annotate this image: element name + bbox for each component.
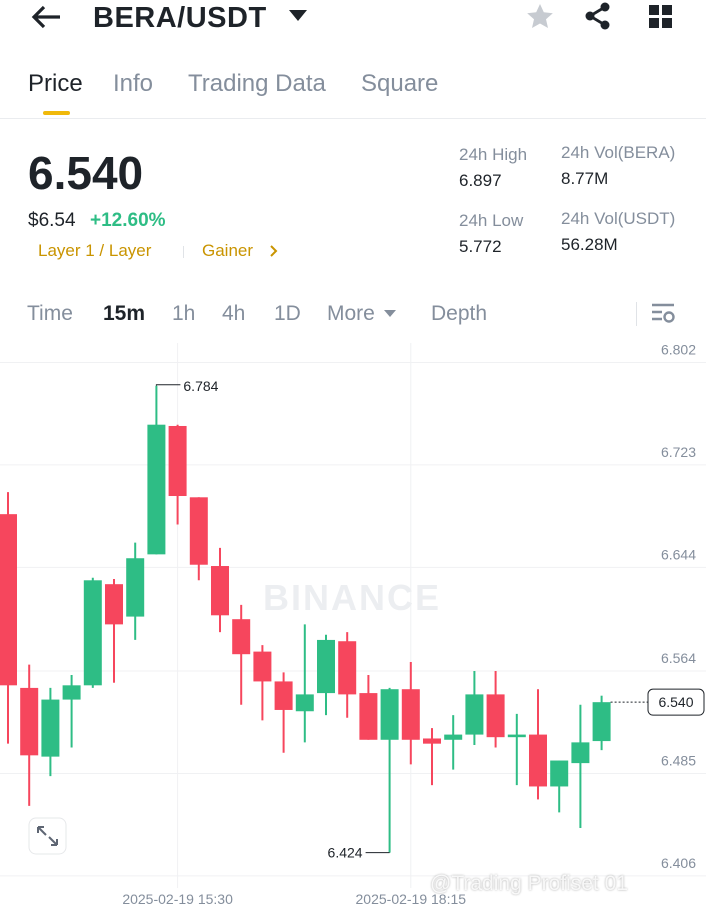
stat-label: 24h Low — [459, 211, 524, 230]
candle-body — [189, 497, 208, 565]
stat-label: 24h Vol(BERA) — [561, 143, 676, 162]
last-price-box — [647, 688, 705, 716]
interval-tab[interactable]: 1D — [274, 302, 301, 325]
stat-value: 6.897 — [459, 171, 502, 190]
candle-body — [168, 425, 187, 497]
candle-body — [126, 558, 145, 617]
pair-title[interactable]: BERA/USDT — [93, 2, 267, 34]
grid-menu-button[interactable] — [649, 5, 673, 29]
fullscreen-button-box — [28, 817, 67, 855]
candle-body — [507, 734, 526, 738]
interval-tab[interactable]: More — [327, 302, 375, 325]
candlestick-chart: 6.802 6.723 6.644 6.564 6.485 6.406 2025-02-19… — [0, 343, 706, 907]
candle-body — [274, 681, 293, 710]
y-tick-label: 6.802 — [661, 343, 696, 357]
candle-body — [550, 760, 569, 787]
divider — [636, 302, 637, 326]
candle-body — [62, 685, 81, 700]
pair-dropdown[interactable] — [289, 10, 307, 22]
candle-body — [359, 693, 378, 740]
tag-separator — [183, 246, 184, 258]
high-label: 6.784 — [183, 378, 218, 394]
fullscreen-button[interactable] — [28, 817, 67, 855]
x-tick-label: 2025-02-19 18:15 — [356, 891, 467, 907]
candle-body — [571, 742, 590, 764]
tab[interactable]: Info — [113, 70, 154, 97]
more-dropdown[interactable] — [384, 310, 396, 318]
candle-body — [317, 639, 335, 694]
candle-body — [147, 424, 166, 555]
candle-body — [41, 699, 60, 757]
chart-settings-button[interactable] — [651, 303, 675, 325]
stat-value: 56.28M — [561, 235, 618, 254]
candle-body — [529, 734, 547, 787]
last-price: 6.540 — [28, 147, 144, 199]
tag[interactable]: Layer 1 / Layer — [38, 241, 152, 260]
candle-body — [380, 689, 399, 740]
favorite-button[interactable] — [526, 3, 554, 30]
candle-body — [83, 580, 102, 686]
candle-body — [105, 584, 123, 625]
candle-body — [0, 514, 17, 686]
tab-indicator — [43, 111, 70, 115]
candle-body — [338, 641, 357, 695]
y-tick-label: 6.406 — [661, 855, 696, 871]
share-button[interactable] — [584, 2, 612, 30]
interval-tab[interactable]: 4h — [222, 302, 246, 325]
y-tick-label: 6.644 — [661, 546, 696, 562]
candle-body — [592, 702, 611, 742]
candle-body — [20, 687, 39, 756]
fullscreen-icon — [37, 826, 58, 846]
interval-tab[interactable]: Time — [27, 302, 73, 325]
tag[interactable]: Gainer — [202, 241, 254, 260]
stat-value: 5.772 — [459, 237, 502, 256]
candle-body — [211, 566, 229, 616]
usd-price: $6.54 — [28, 210, 76, 231]
y-tick-label: 6.723 — [661, 444, 696, 460]
high-marker — [155, 384, 181, 386]
candle-body — [295, 694, 314, 712]
watermark: @Trading Profiset 01 — [430, 872, 628, 895]
x-tick-label: 2025-02-19 15:30 — [122, 891, 233, 907]
interval-tab[interactable]: Depth — [431, 302, 488, 325]
candle-body — [423, 738, 441, 744]
price-change: +12.60% — [90, 210, 166, 231]
y-tick-label: 6.485 — [661, 752, 696, 768]
divider — [0, 118, 706, 119]
stat-label: 24h High — [459, 145, 528, 164]
low-label: 6.424 — [328, 845, 363, 861]
tab[interactable]: Square — [361, 70, 439, 97]
candle-body — [486, 694, 505, 738]
tab[interactable]: Trading Data — [188, 70, 326, 97]
tab[interactable]: Price — [28, 70, 83, 97]
candle-body — [401, 689, 420, 740]
last-price-label: 6.540 — [658, 694, 693, 710]
candle-body — [444, 734, 463, 740]
stat-value: 8.77M — [561, 169, 609, 188]
candle-body — [232, 619, 251, 655]
interval-tab[interactable]: 1h — [172, 302, 196, 325]
stat-label: 24h Vol(USDT) — [561, 209, 676, 228]
tag-arrow — [270, 245, 278, 257]
back-button[interactable] — [30, 4, 62, 30]
y-tick-label: 6.564 — [661, 650, 696, 666]
candle-body — [465, 694, 484, 735]
candle-body — [253, 651, 272, 682]
chart-watermark: BINANCE — [263, 577, 441, 618]
interval-tab[interactable]: 15m — [103, 302, 146, 325]
